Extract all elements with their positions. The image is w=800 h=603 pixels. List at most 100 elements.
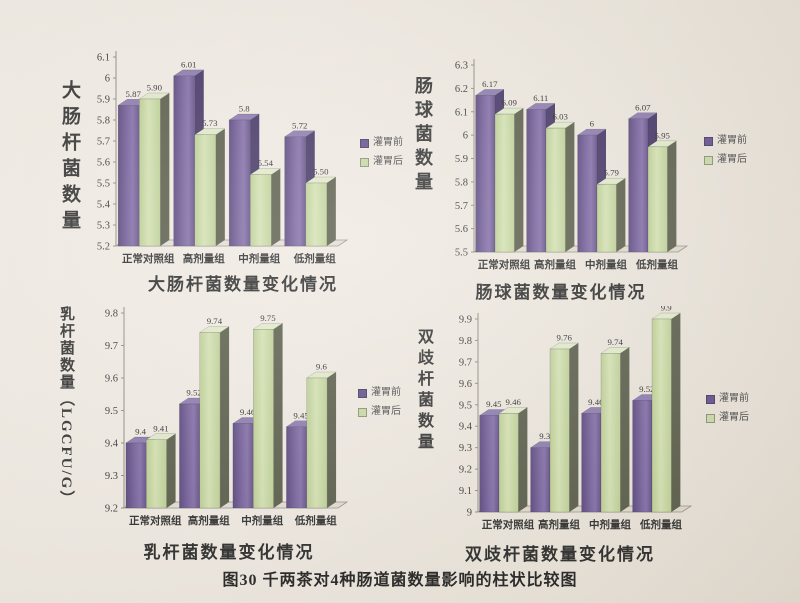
- svg-text:9.3: 9.3: [105, 471, 118, 482]
- svg-text:6.09: 6.09: [501, 98, 517, 108]
- enterococcus-chart-title: 肠球菌数量变化情况: [475, 283, 647, 302]
- svg-text:6: 6: [105, 74, 110, 85]
- svg-text:6.07: 6.07: [635, 102, 651, 112]
- svg-text:低剂量组: 低剂量组: [639, 518, 682, 531]
- svg-text:正常对照组: 正常对照组: [478, 258, 531, 271]
- svg-text:高剂量组: 高剂量组: [183, 252, 225, 265]
- svg-text:9.45: 9.45: [293, 410, 309, 420]
- svg-text:高剂量组: 高剂量组: [188, 514, 230, 527]
- svg-text:9.4: 9.4: [105, 439, 119, 450]
- svg-text:9.4: 9.4: [135, 427, 147, 437]
- svg-text:5.6: 5.6: [455, 224, 468, 235]
- after-swatch-icon: [706, 413, 715, 423]
- figure-caption: 图30 千两茶对4种肠道菌数量影响的柱状比较图: [222, 572, 578, 589]
- svg-text:5.95: 5.95: [654, 130, 670, 140]
- svg-text:低剂量组: 低剂量组: [294, 514, 337, 527]
- enterococcus-y-axis-title: 肠球菌数量: [413, 76, 433, 196]
- svg-text:5.50: 5.50: [313, 167, 329, 177]
- legend-after-label: 灌胃后: [717, 154, 747, 165]
- svg-text:5.9: 5.9: [455, 154, 468, 165]
- bifidobacterium-legend: 灌胃前 灌胃后: [706, 394, 749, 432]
- legend-before-label: 灌胃前: [719, 393, 749, 404]
- lactobacillus-legend: 灌胃前 灌胃后: [358, 388, 401, 426]
- svg-text:9.75: 9.75: [260, 313, 276, 323]
- legend-before-label: 灌胃前: [373, 137, 403, 148]
- svg-text:5.7: 5.7: [455, 201, 468, 212]
- lactobacillus-y-axis-title: 乳杆菌数量（LGCFU/G）: [58, 306, 74, 508]
- svg-text:5.7: 5.7: [97, 137, 110, 148]
- legend-item-before: 灌胃前: [358, 388, 401, 398]
- svg-text:9.6: 9.6: [316, 362, 328, 372]
- svg-text:中剂量组: 中剂量组: [585, 258, 627, 271]
- legend-item-after: 灌胃后: [706, 413, 749, 423]
- ecoli-chart-title: 大肠杆菌数量变化情况: [148, 275, 338, 294]
- svg-text:5.5: 5.5: [97, 179, 110, 190]
- svg-text:9.8: 9.8: [459, 336, 472, 347]
- svg-text:5.6: 5.6: [97, 158, 110, 169]
- svg-text:5.8: 5.8: [239, 104, 251, 114]
- svg-text:9.3: 9.3: [459, 443, 472, 454]
- svg-text:9.52: 9.52: [186, 388, 201, 398]
- legend-after-label: 灌胃后: [373, 156, 403, 167]
- svg-text:9.5: 9.5: [105, 406, 118, 417]
- svg-text:9.8: 9.8: [105, 309, 118, 320]
- svg-text:6.01: 6.01: [181, 59, 196, 69]
- svg-text:9.9: 9.9: [661, 306, 673, 313]
- svg-text:9.74: 9.74: [207, 316, 223, 326]
- svg-text:9.6: 9.6: [105, 374, 118, 385]
- svg-text:9.46: 9.46: [588, 397, 604, 407]
- legend-item-after: 灌胃后: [358, 407, 401, 417]
- svg-text:5.87: 5.87: [126, 89, 142, 99]
- legend-item-before: 灌胃前: [706, 394, 749, 404]
- svg-text:中剂量组: 中剂量组: [241, 514, 283, 527]
- before-swatch-icon: [706, 394, 715, 404]
- svg-text:5.5: 5.5: [455, 248, 468, 259]
- svg-text:6.2: 6.2: [455, 84, 468, 95]
- svg-text:9.41: 9.41: [153, 423, 168, 433]
- after-swatch-icon: [360, 157, 369, 167]
- ecoli-y-axis-title: 大肠杆菌数量: [59, 80, 80, 236]
- svg-text:6.3: 6.3: [455, 61, 468, 72]
- legend-item-before: 灌胃前: [704, 136, 747, 146]
- lactobacillus-chart-title: 乳杆菌数量变化情况: [143, 543, 315, 562]
- ecoli-legend: 灌胃前 灌胃后: [360, 138, 403, 176]
- svg-text:9.6: 9.6: [459, 379, 472, 390]
- svg-text:9.1: 9.1: [459, 486, 472, 497]
- svg-text:高剂量组: 高剂量组: [534, 258, 576, 271]
- chart-lactobacillus: 乳杆菌数量（LGCFU/G） 9.2 9.3 9.4 9.5 9.6 9.7 9.8 9.4 9…: [58, 296, 408, 568]
- svg-text:6.17: 6.17: [482, 79, 498, 89]
- chart-enterococcus: 肠球菌数量 5.5 5.6 5.7 5.8 5.9 6 6.1 6.2 6.3 6.17 6.09 正…: [408, 42, 768, 304]
- svg-text:9.4: 9.4: [459, 422, 473, 433]
- svg-text:低剂量组: 低剂量组: [635, 258, 678, 271]
- legend-before-label: 灌胃前: [717, 135, 747, 146]
- svg-text:9.76: 9.76: [556, 333, 572, 343]
- svg-text:5.3: 5.3: [97, 221, 110, 232]
- svg-text:6.03: 6.03: [552, 112, 568, 122]
- enterococcus-legend: 灌胃前 灌胃后: [704, 136, 747, 174]
- svg-text:正常对照组: 正常对照组: [482, 518, 535, 531]
- svg-text:中剂量组: 中剂量组: [238, 252, 280, 265]
- before-swatch-icon: [358, 388, 367, 398]
- svg-text:正常对照组: 正常对照组: [122, 252, 175, 265]
- legend-after-label: 灌胃后: [371, 406, 401, 417]
- svg-text:5.54: 5.54: [258, 158, 274, 168]
- bifidobacterium-chart-title: 双歧杆菌数量变化情况: [465, 545, 655, 564]
- svg-text:6: 6: [463, 131, 468, 142]
- svg-text:5.8: 5.8: [97, 116, 110, 127]
- svg-text:9.7: 9.7: [105, 341, 118, 352]
- before-swatch-icon: [360, 138, 369, 148]
- svg-text:9.3: 9.3: [539, 431, 551, 441]
- svg-text:6.1: 6.1: [455, 107, 468, 118]
- svg-text:9.2: 9.2: [459, 465, 472, 476]
- chart-ecoli: 大肠杆菌数量 5.2 5.3 5.4 5.5 5.6 5.7 5.8 5.9 6 6.1 5.87 5…: [58, 36, 408, 298]
- svg-text:5.90: 5.90: [147, 83, 163, 93]
- svg-text:9.46: 9.46: [240, 407, 256, 417]
- enterococcus-plot-area: 5.5 5.6 5.7 5.8 5.9 6 6.1 6.2 6.3 6.17 6.09 正常对照组 6.…: [444, 52, 696, 280]
- legend-item-after: 灌胃后: [704, 155, 747, 165]
- svg-text:中剂量组: 中剂量组: [589, 518, 631, 531]
- legend-item-before: 灌胃前: [360, 138, 403, 148]
- svg-text:5.72: 5.72: [292, 120, 307, 130]
- ecoli-plot-area: 5.2 5.3 5.4 5.5 5.6 5.7 5.8 5.9 6 6.1 5.87 5.90 正常对照…: [86, 44, 356, 274]
- bifidobacterium-y-axis-title: 双歧杆菌数量: [415, 328, 432, 454]
